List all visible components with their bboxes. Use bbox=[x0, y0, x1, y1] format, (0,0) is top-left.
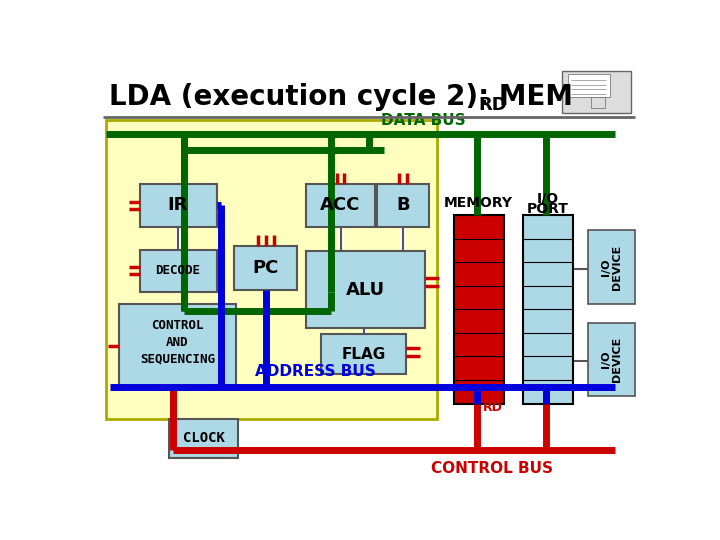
Text: PC: PC bbox=[253, 259, 279, 277]
Text: FLAG: FLAG bbox=[341, 347, 386, 362]
Bar bbox=[306, 184, 375, 226]
Bar bbox=[140, 184, 217, 226]
Text: I/O
DEVICE: I/O DEVICE bbox=[600, 244, 622, 289]
Text: CONTROL: CONTROL bbox=[151, 319, 204, 332]
Text: SEQUENCING: SEQUENCING bbox=[140, 353, 215, 366]
Text: I/O: I/O bbox=[537, 191, 559, 205]
Bar bbox=[106, 120, 437, 419]
Bar bbox=[140, 249, 217, 292]
Text: ADDRESS BUS: ADDRESS BUS bbox=[255, 364, 375, 379]
Text: I/O
DEVICE: I/O DEVICE bbox=[600, 337, 622, 382]
Text: DECODE: DECODE bbox=[156, 264, 201, 277]
Text: AND: AND bbox=[166, 335, 189, 348]
Text: IR: IR bbox=[168, 197, 188, 214]
Text: ALU: ALU bbox=[346, 281, 385, 299]
Bar bbox=[119, 303, 235, 388]
Bar bbox=[567, 74, 610, 97]
Bar bbox=[588, 231, 634, 303]
Bar bbox=[306, 251, 426, 328]
Text: LDA (execution cycle 2): MEM: LDA (execution cycle 2): MEM bbox=[109, 83, 572, 111]
Bar bbox=[168, 419, 238, 457]
Bar bbox=[523, 215, 573, 403]
Text: RD: RD bbox=[478, 96, 507, 114]
Bar bbox=[562, 71, 631, 113]
Bar bbox=[321, 334, 406, 374]
Text: MEMORY: MEMORY bbox=[444, 197, 513, 211]
Text: RD: RD bbox=[483, 401, 503, 414]
Bar bbox=[234, 246, 297, 291]
Text: CLOCK: CLOCK bbox=[182, 431, 225, 446]
Bar bbox=[590, 97, 605, 108]
Text: ACC: ACC bbox=[320, 197, 361, 214]
Bar bbox=[588, 323, 634, 396]
Bar bbox=[454, 215, 504, 403]
Text: CONTROL BUS: CONTROL BUS bbox=[431, 461, 553, 476]
Text: B: B bbox=[396, 197, 410, 214]
Bar bbox=[377, 184, 429, 226]
Text: PORT: PORT bbox=[527, 202, 569, 216]
Text: DATA BUS: DATA BUS bbox=[381, 113, 465, 128]
